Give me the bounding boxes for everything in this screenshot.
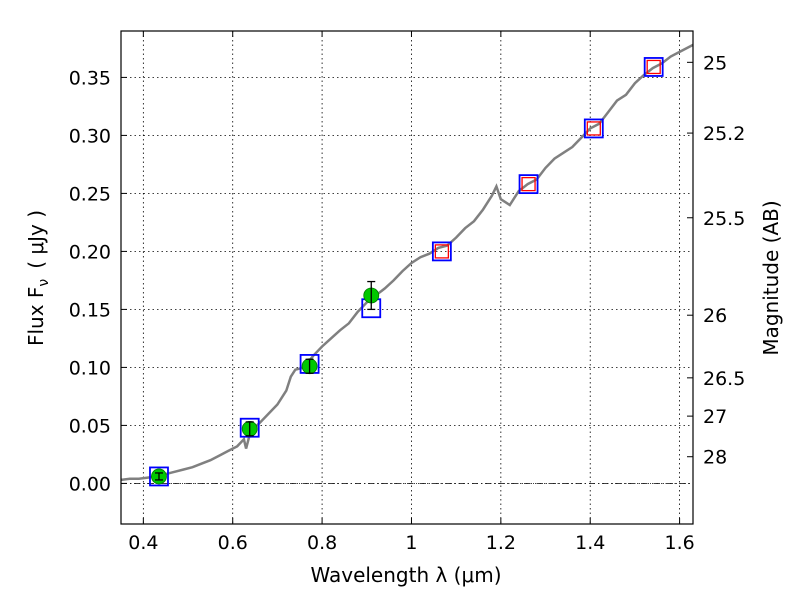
y-tick-label: 0.35: [69, 67, 111, 89]
y-tick-label: 0.10: [69, 357, 111, 379]
y-tick-label: 0.05: [69, 415, 111, 437]
y-axis: 0.00 0.05 0.10 0.15 0.20 0.25 0.30 0.35: [69, 67, 127, 495]
plot-series: [120, 43, 694, 487]
model-photometry-inner-square: [646, 59, 661, 75]
spectrum-line: [120, 43, 694, 482]
y2-tick-label: 26.5: [703, 368, 745, 390]
x-tick-label: 0.8: [307, 532, 337, 554]
x-tick-label: 1.4: [575, 532, 605, 554]
model-photometry-square: [149, 466, 169, 487]
y-axis-label-main: Flux F: [24, 287, 48, 346]
x-axis: 0.4 0.6 0.8 1 1.2 1.4 1.6: [128, 31, 695, 554]
y-tick-label: 0.25: [69, 183, 111, 205]
model-photometry-square: [643, 57, 664, 77]
x-tick-label: 1: [405, 532, 417, 554]
x-tick-label: 0.4: [128, 532, 158, 554]
y2-tick-label: 27: [703, 406, 727, 428]
y2-axis: 25 25.2 25.5 26 26.5 27 28: [687, 52, 745, 469]
y-tick-label: 0.15: [69, 299, 111, 321]
x-axis-label: Wavelength λ (μm): [310, 563, 501, 587]
y-axis-label-unit: ( μJy ): [24, 210, 48, 269]
y2-tick-label: 25: [703, 52, 727, 74]
model-photometry-inner-square: [586, 121, 601, 136]
y-tick-label: 0.20: [69, 241, 111, 263]
model-photometry-inner-square: [521, 176, 536, 192]
y2-tick-label: 25.5: [703, 208, 745, 230]
x-tick-label: 1.2: [486, 532, 516, 554]
model-photometry-square: [518, 174, 539, 195]
model-photometry-inner-square: [434, 244, 450, 259]
y-axis-label: Flux Fν ( μJy ): [24, 210, 52, 346]
x-tick-label: 1.6: [664, 532, 694, 554]
y-axis-label-sub: ν: [36, 279, 52, 287]
y-tick-label: 0.00: [69, 473, 111, 495]
y-tick-label: 0.30: [69, 125, 111, 147]
model-photometry-square: [431, 241, 452, 262]
x-tick-label: 0.6: [218, 532, 248, 554]
plot-frame: [120, 30, 694, 525]
y2-tick-label: 26: [703, 305, 727, 327]
y2-tick-label: 28: [703, 447, 727, 469]
model-photometry-square: [583, 118, 604, 139]
grid: [121, 31, 693, 524]
y2-axis-label: Magnitude (AB): [759, 200, 783, 355]
y2-tick-label: 25.2: [703, 123, 745, 145]
